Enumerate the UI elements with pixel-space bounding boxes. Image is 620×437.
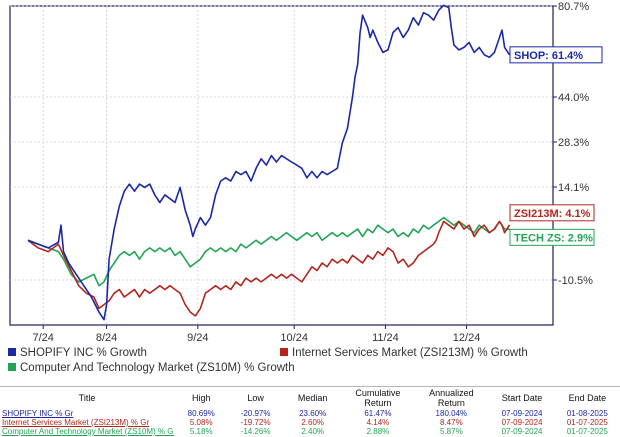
plot-frame xyxy=(9,5,554,326)
row-cumulative: 4.14% xyxy=(366,418,390,427)
series-end-label-0: SHOP: 61.4% xyxy=(509,46,603,64)
series-line-1 xyxy=(27,220,511,317)
row-median: 23.60% xyxy=(299,409,327,418)
row-cumulative: 61.47% xyxy=(364,409,392,418)
summary-header-row: Title High Low Median Cumulative Return … xyxy=(0,387,620,409)
legend-label-computer-tech: Computer And Technology Market (ZS10M) %… xyxy=(20,362,295,374)
row-median: 2.60% xyxy=(301,418,325,427)
x-tick-label: 10/24 xyxy=(280,332,308,344)
x-tick-label: 12/24 xyxy=(453,332,481,344)
row-low: -20.97% xyxy=(240,409,271,418)
col-end-date: End Date xyxy=(568,393,607,403)
y-tick-label: -10.5% xyxy=(558,275,593,287)
col-start-date: Start Date xyxy=(501,393,543,403)
summary-table: Title High Low Median Cumulative Return … xyxy=(0,386,620,436)
series-line-2 xyxy=(27,216,510,287)
series-end-label-1: ZSI213M: 4.1% xyxy=(509,204,595,222)
row-low: -19.72% xyxy=(240,418,271,427)
row-title[interactable]: Internet Services Market (ZSI213M) % Gr xyxy=(2,418,150,427)
row-start: 07-09-2024 xyxy=(501,427,543,436)
y-tick-label: 44.0% xyxy=(558,92,589,104)
y-tick-label: 28.3% xyxy=(558,137,589,149)
col-annualized-return: Annualized Return xyxy=(429,388,474,408)
row-high: 5.18% xyxy=(189,427,213,436)
legend-item-internet-services: Internet Services Market (ZSI213M) % Gro… xyxy=(280,347,528,359)
x-tick-label: 7/24 xyxy=(32,332,53,344)
table-row: Computer And Technology Market (ZS10M) %… xyxy=(0,427,620,436)
end-label-box xyxy=(509,204,595,222)
y-tick-label: 80.7% xyxy=(558,1,589,13)
legend-swatch-shopify xyxy=(8,348,16,356)
legend-swatch-internet-services xyxy=(280,348,288,356)
row-start: 07-09-2024 xyxy=(501,418,543,427)
row-annualized: 180.04% xyxy=(435,409,468,418)
row-title[interactable]: SHOPIFY INC % Gr xyxy=(2,409,74,418)
row-median: 2.40% xyxy=(301,427,325,436)
series-line-0 xyxy=(27,4,511,321)
col-median: Median xyxy=(297,393,328,403)
col-title: Title xyxy=(78,393,96,403)
row-end: 01-08-2025 xyxy=(566,409,608,418)
row-annualized: 5.87% xyxy=(440,427,463,436)
row-end: 01-07-2025 xyxy=(566,418,608,427)
col-high: High xyxy=(191,393,211,403)
legend-label-internet-services: Internet Services Market (ZSI213M) % Gro… xyxy=(292,347,528,359)
col-cumulative-return: Cumulative Return xyxy=(355,388,401,408)
x-tick-label: 8/24 xyxy=(96,332,117,344)
col-low: Low xyxy=(247,393,264,403)
row-cumulative: 2.88% xyxy=(366,427,390,436)
end-label-box xyxy=(509,46,603,64)
y-tick-label: 14.1% xyxy=(558,182,589,194)
end-label-text: SHOP: 61.4% xyxy=(514,50,583,62)
row-annualized: 8.47% xyxy=(440,418,463,427)
row-high: 5.08% xyxy=(189,418,213,427)
end-label-box xyxy=(509,228,595,246)
end-label-text: ZSI213M: 4.1% xyxy=(514,208,591,220)
row-title[interactable]: Computer And Technology Market (ZS10M) %… xyxy=(2,427,175,436)
x-tick-label: 9/24 xyxy=(187,332,208,344)
row-low: -14.26% xyxy=(240,427,271,436)
table-row: SHOPIFY INC % Gr 80.69% -20.97% 23.60% 6… xyxy=(0,409,620,418)
legend-swatch-computer-tech xyxy=(8,363,16,371)
end-label-text: TECH ZS: 2.9% xyxy=(514,232,593,244)
series-end-label-2: TECH ZS: 2.9% xyxy=(509,228,595,246)
x-tick-label: 11/24 xyxy=(372,332,399,344)
row-start: 07-09-2024 xyxy=(501,409,543,418)
table-row: Internet Services Market (ZSI213M) % Gr … xyxy=(0,418,620,427)
growth-line-chart: 80.7% 44.0% 28.3% 14.1% -10.5% 7/24 8/24 9/24 10… xyxy=(9,1,603,344)
legend-label-shopify: SHOPIFY INC % Growth xyxy=(20,347,147,359)
legend-item-shopify: SHOPIFY INC % Growth xyxy=(8,347,147,359)
row-high: 80.69% xyxy=(187,409,215,418)
legend-item-computer-tech: Computer And Technology Market (ZS10M) %… xyxy=(8,362,295,374)
row-end: 01-07-2025 xyxy=(566,427,608,436)
